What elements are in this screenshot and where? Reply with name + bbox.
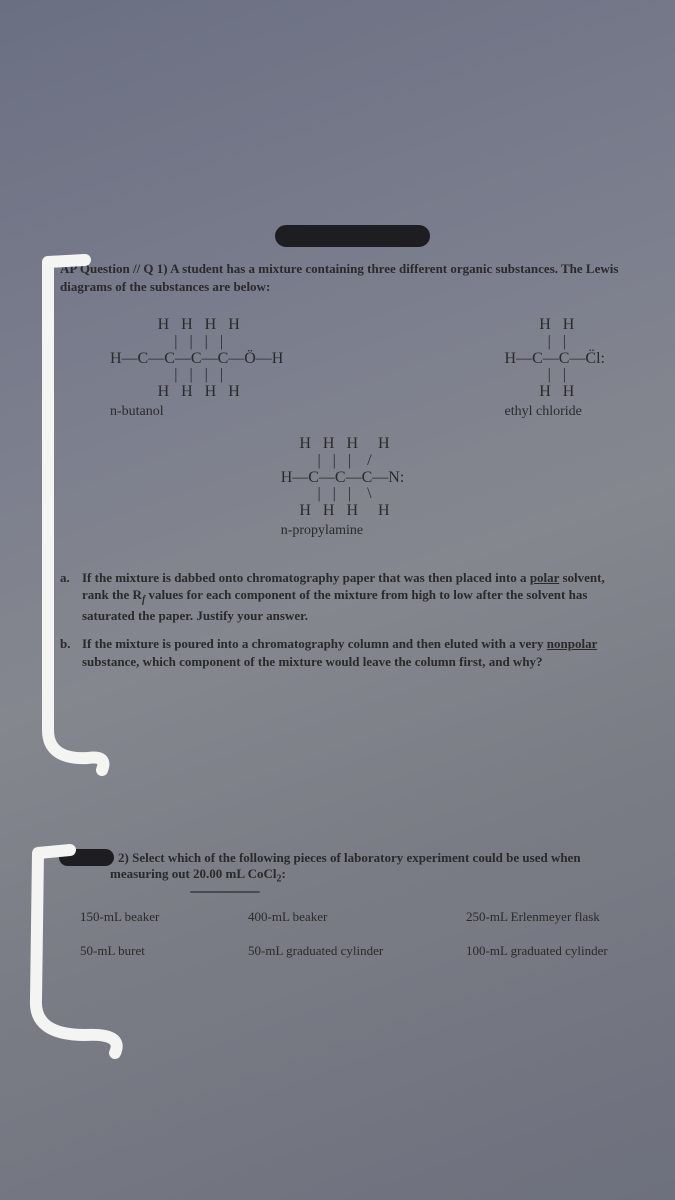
opt-50ml-buret: 50-mL buret: [80, 943, 230, 959]
l: | |: [544, 366, 566, 383]
t-underline: nonpolar: [547, 636, 597, 651]
lewis-row-bottom: H H H H | | | / H—C—C—C—N: | | | \ H H H…: [60, 436, 625, 541]
q1-prefix: AP Question // Q 1): [60, 261, 170, 276]
l: H—C—C—C—N:: [281, 469, 405, 486]
q2-intro-text: Select which of the following pieces of …: [110, 850, 581, 881]
nbutanol-block: H H H H | | | | H—C—C—C—C—Ö—H | | | | H …: [110, 317, 283, 422]
l: H H H H: [295, 502, 389, 519]
q1-intro: AP Question // Q 1) A student has a mixt…: [60, 260, 625, 295]
opt-50ml-grad-cylinder: 50-mL graduated cylinder: [248, 943, 448, 959]
q1-part-b: b. If the mixture is poured into a chrom…: [60, 635, 625, 670]
nbutanol-caption: n-butanol: [110, 403, 283, 422]
question-2: 2) Select which of the following pieces …: [60, 850, 625, 959]
q2-intro: 2) Select which of the following pieces …: [60, 850, 625, 885]
npropylamine-block: H H H H | | | / H—C—C—C—N: | | | \ H H H…: [281, 436, 405, 541]
l: H—C—C—C—C—Ö—H: [110, 350, 283, 367]
l: H H H H: [154, 316, 240, 333]
ethylchloride-caption: ethyl chloride: [505, 403, 605, 422]
opt-150ml-beaker: 150-mL beaker: [80, 909, 230, 925]
q2-colon: :: [281, 866, 285, 881]
ethylchloride-block: H H | | H—C—C—C̈l: | | H H ethyl chlorid…: [505, 317, 605, 422]
part-b-label: b.: [60, 635, 82, 670]
l: H H: [535, 316, 574, 333]
opt-250ml-erlenmeyer: 250-mL Erlenmeyer flask: [466, 909, 625, 925]
opt-100ml-grad-cylinder: 100-mL graduated cylinder: [466, 943, 625, 959]
l: H H: [535, 383, 574, 400]
worksheet-page: AP Question // Q 1) A student has a mixt…: [0, 0, 675, 1200]
q1-part-a: a. If the mixture is dabbed onto chromat…: [60, 569, 625, 625]
q2-options: 150-mL beaker 400-mL beaker 250-mL Erlen…: [80, 909, 625, 959]
t: values for each component of the mixture…: [82, 587, 587, 623]
npropylamine-structure: H H H H | | | / H—C—C—C—N: | | | \ H H H…: [281, 436, 405, 520]
t: substance, which component of the mixtur…: [82, 654, 543, 669]
l: H H H H: [154, 383, 240, 400]
part-b-text: If the mixture is poured into a chromato…: [82, 635, 625, 670]
nbutanol-structure: H H H H | | | | H—C—C—C—C—Ö—H | | | | H …: [110, 317, 283, 401]
q1-parts: a. If the mixture is dabbed onto chromat…: [60, 569, 625, 670]
t: If the mixture is dabbed onto chromatogr…: [82, 570, 530, 585]
l: | | | |: [170, 366, 223, 383]
l: | | | /: [313, 452, 371, 469]
l: H—C—C—C̈l:: [505, 350, 605, 367]
lewis-row-top: H H H H | | | | H—C—C—C—C—Ö—H | | | | H …: [60, 317, 625, 422]
l: H H H H: [295, 435, 389, 452]
l: | | | |: [170, 333, 223, 350]
l: | |: [544, 333, 566, 350]
underline-mark: [190, 891, 260, 893]
redaction-bar-top: [275, 225, 430, 247]
redaction-bar-q2: [59, 849, 114, 866]
question-1: AP Question // Q 1) A student has a mixt…: [60, 260, 625, 670]
q2-prefix: 2): [118, 850, 132, 865]
ethylchloride-structure: H H | | H—C—C—C̈l: | | H H: [505, 317, 605, 401]
t-underline: polar: [530, 570, 559, 585]
t: If the mixture is poured into a chromato…: [82, 636, 547, 651]
npropylamine-caption: n-propylamine: [281, 522, 405, 541]
part-a-text: If the mixture is dabbed onto chromatogr…: [82, 569, 625, 625]
l: | | | \: [313, 485, 371, 502]
part-a-label: a.: [60, 569, 82, 625]
opt-400ml-beaker: 400-mL beaker: [248, 909, 448, 925]
